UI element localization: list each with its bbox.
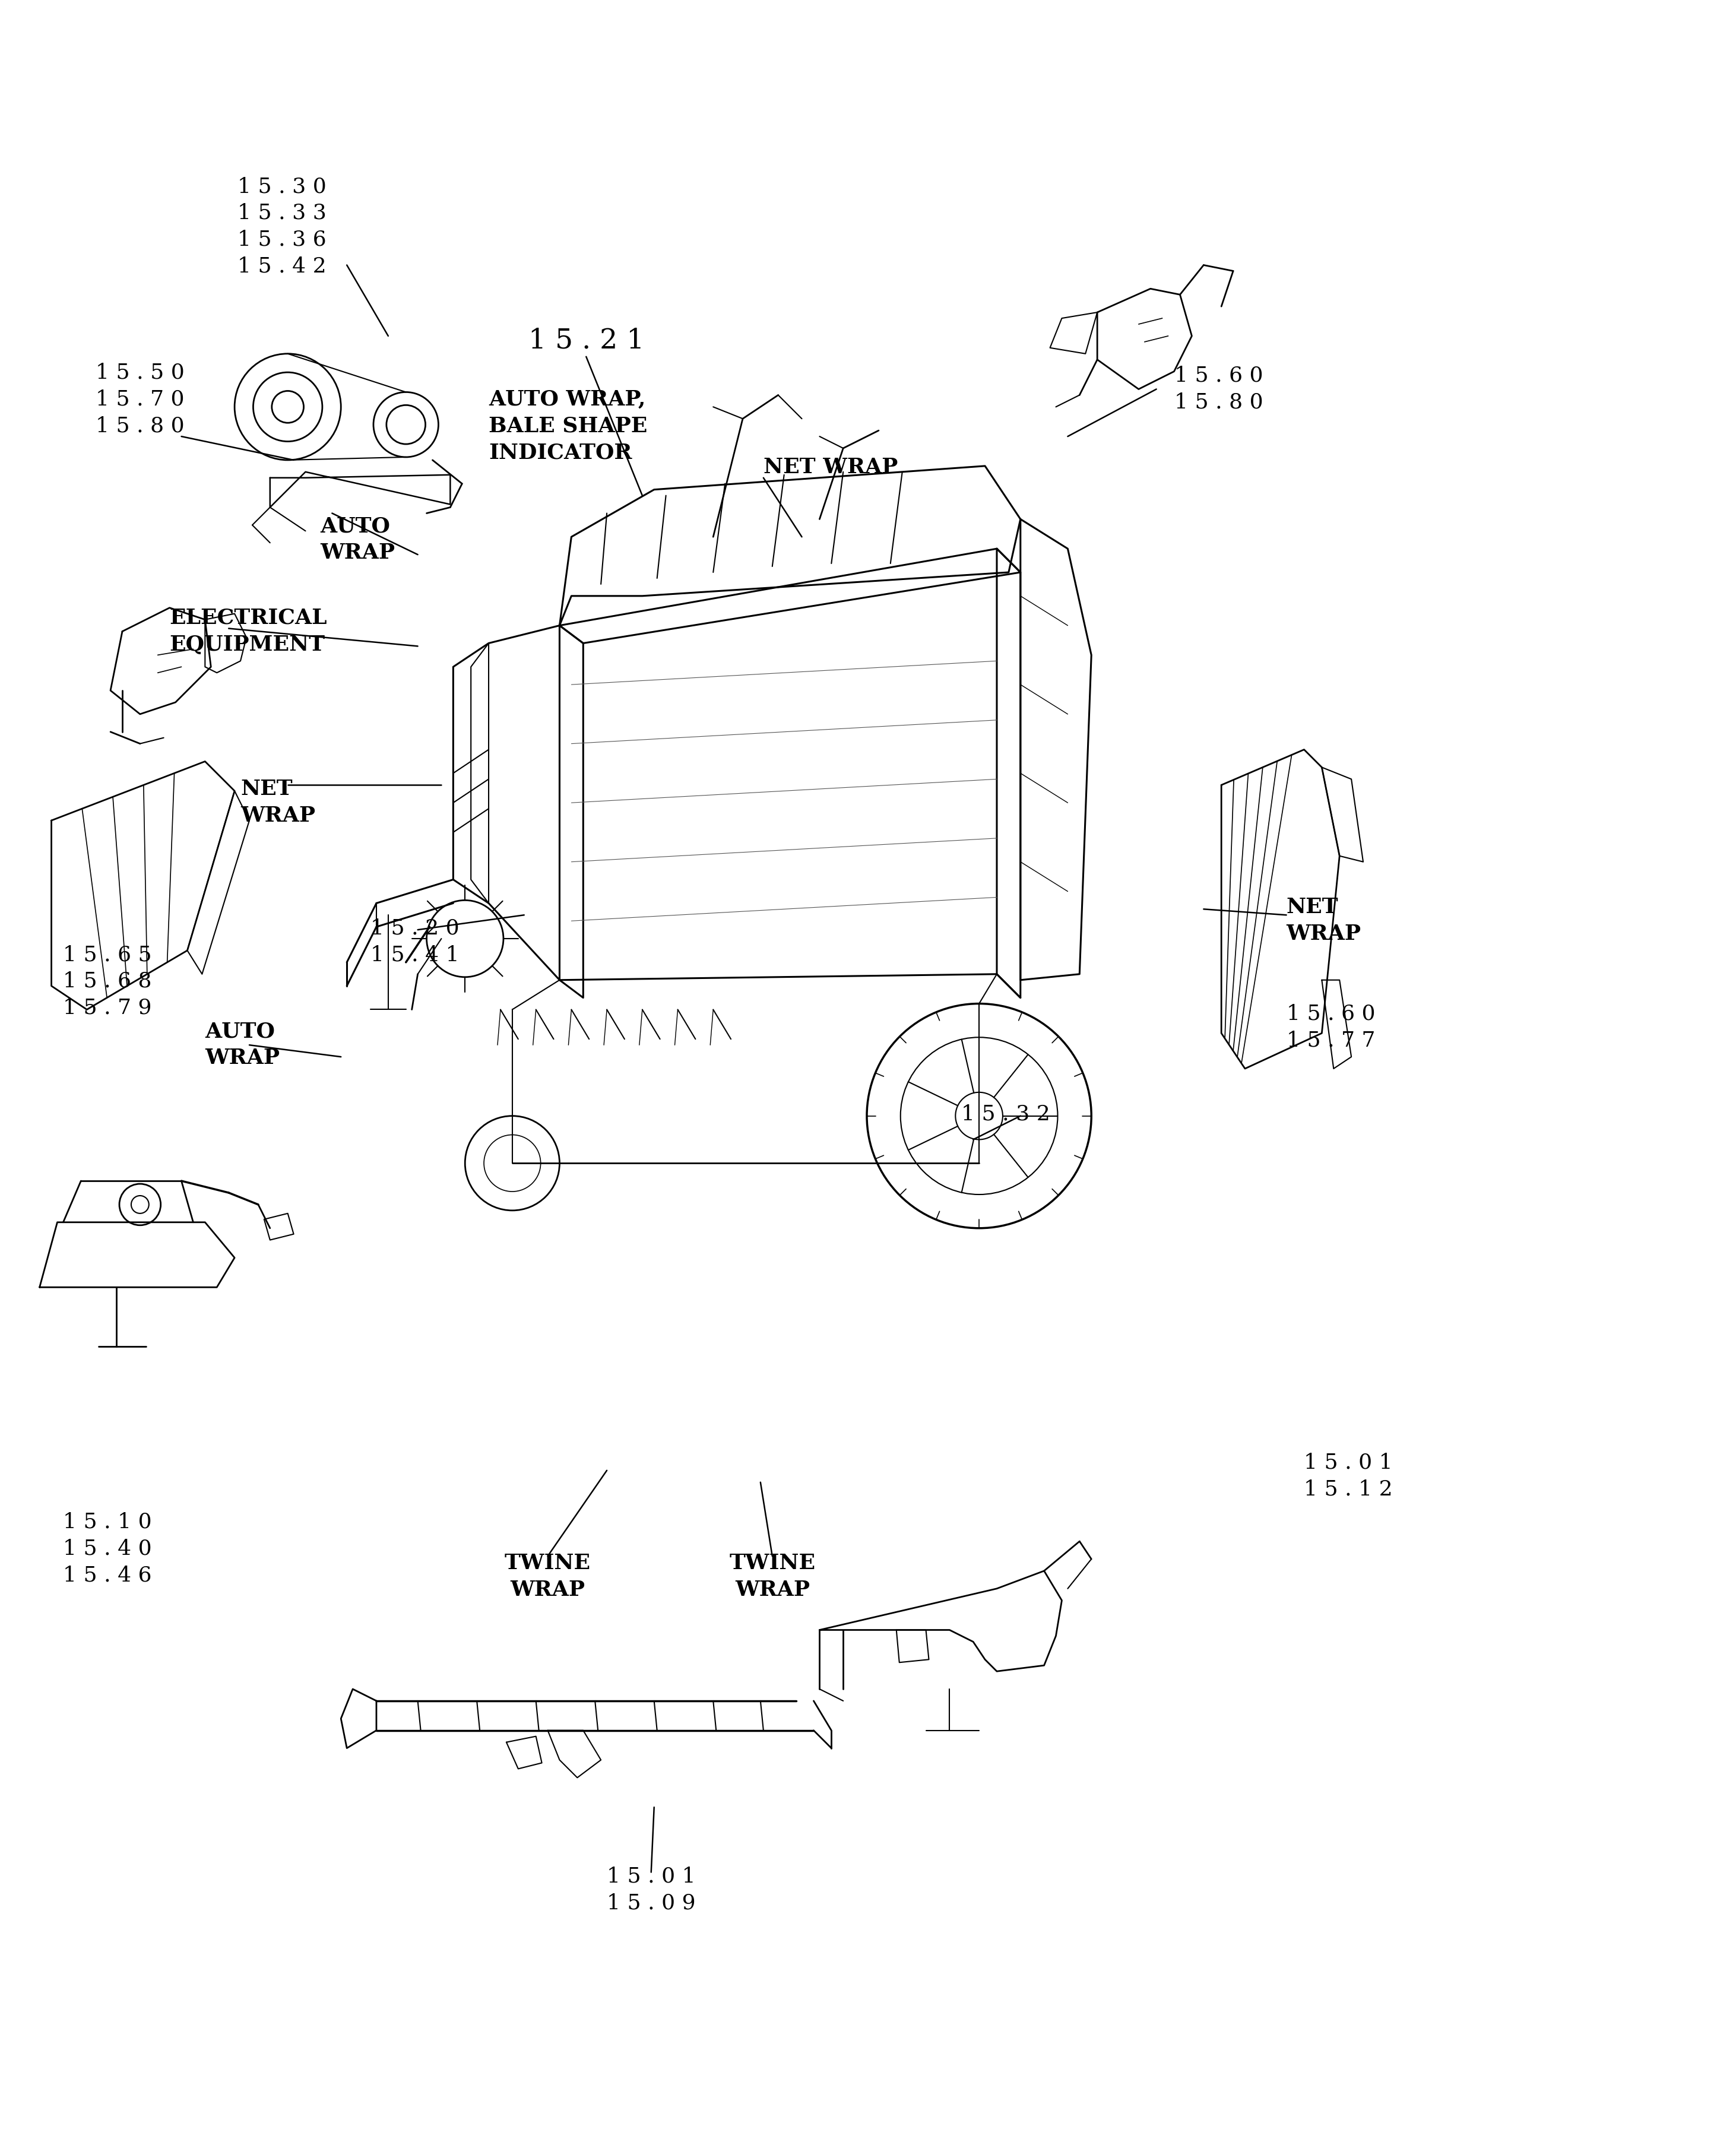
Text: 1 5 . 2 1: 1 5 . 2 1 bbox=[528, 328, 644, 353]
Text: ELECTRICAL
EQUIPMENT: ELECTRICAL EQUIPMENT bbox=[170, 608, 326, 655]
Text: 1 5 . 0 1
1 5 . 1 2: 1 5 . 0 1 1 5 . 1 2 bbox=[1304, 1452, 1392, 1499]
Text: TWINE
WRAP: TWINE WRAP bbox=[505, 1553, 590, 1600]
Text: 1 5 . 3 0
1 5 . 3 3
1 5 . 3 6
1 5 . 4 2: 1 5 . 3 0 1 5 . 3 3 1 5 . 3 6 1 5 . 4 2 bbox=[238, 176, 326, 276]
Text: 1 5 . 3 2: 1 5 . 3 2 bbox=[962, 1103, 1050, 1125]
Text: 1 5 . 0 1
1 5 . 0 9: 1 5 . 0 1 1 5 . 0 9 bbox=[606, 1866, 696, 1913]
Text: 1 5 . 6 0
1 5 . 7 7: 1 5 . 6 0 1 5 . 7 7 bbox=[1286, 1005, 1375, 1050]
Text: NET
WRAP: NET WRAP bbox=[241, 780, 316, 827]
Text: AUTO
WRAP: AUTO WRAP bbox=[205, 1022, 279, 1069]
Text: 1 5 . 2 0
1 5 . 4 1: 1 5 . 2 0 1 5 . 4 1 bbox=[370, 919, 460, 964]
Text: NET
WRAP: NET WRAP bbox=[1286, 897, 1361, 945]
Text: 1 5 . 6 0
1 5 . 8 0: 1 5 . 6 0 1 5 . 8 0 bbox=[1174, 366, 1262, 411]
Text: AUTO WRAP,
BALE SHAPE
INDICATOR: AUTO WRAP, BALE SHAPE INDICATOR bbox=[488, 390, 648, 463]
Text: 1 5 . 1 0
1 5 . 4 0
1 5 . 4 6: 1 5 . 1 0 1 5 . 4 0 1 5 . 4 6 bbox=[62, 1512, 153, 1585]
Text: 1 5 . 5 0
1 5 . 7 0
1 5 . 8 0: 1 5 . 5 0 1 5 . 7 0 1 5 . 8 0 bbox=[95, 362, 184, 437]
Text: 1 5 . 6 5
1 5 . 6 8
1 5 . 7 9: 1 5 . 6 5 1 5 . 6 8 1 5 . 7 9 bbox=[62, 945, 153, 1017]
Text: NET WRAP: NET WRAP bbox=[764, 456, 898, 478]
Text: AUTO
WRAP: AUTO WRAP bbox=[319, 516, 396, 563]
Text: TWINE
WRAP: TWINE WRAP bbox=[729, 1553, 816, 1600]
